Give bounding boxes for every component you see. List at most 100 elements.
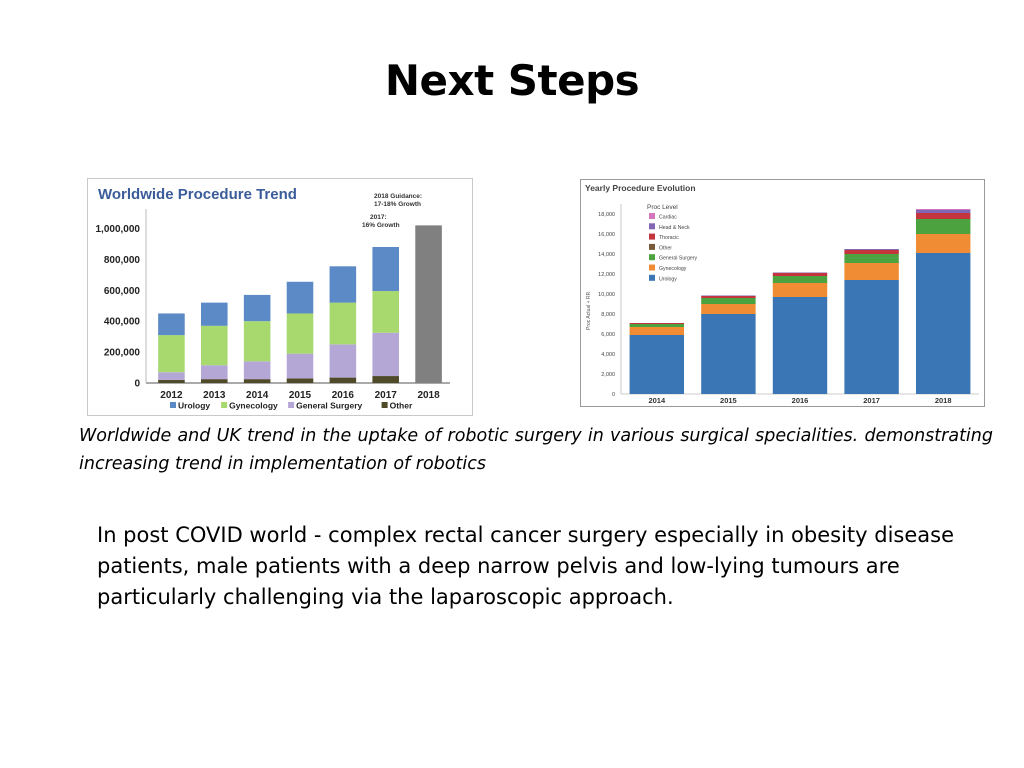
legend-swatch-gynecology xyxy=(649,264,655,271)
legend-swatch-cardiac xyxy=(649,213,655,219)
bar-2017-thoracic xyxy=(844,250,899,254)
yearly-legend-title: Proc Level xyxy=(647,204,678,211)
bar-2016-urology xyxy=(329,266,357,303)
bar-2016-other xyxy=(329,377,357,383)
legend-label-gynecology: Gynecology xyxy=(659,266,687,272)
bar-2016-thoracic xyxy=(772,273,828,276)
bar-2017-head-neck xyxy=(844,249,899,250)
bar-2017-gynecology xyxy=(844,263,899,280)
bar-2014-urology xyxy=(629,335,685,394)
x-tick-label-2015: 2015 xyxy=(289,390,312,401)
y-tick-label-16-000: 16,000 xyxy=(598,232,615,238)
body-paragraph: In post COVID world - complex rectal can… xyxy=(97,523,955,609)
bar-2017-general-surgery xyxy=(372,332,399,377)
bar-2015-general-surgery xyxy=(701,298,756,304)
y-tick-label-4-000: 4,000 xyxy=(601,352,615,358)
slide-title: Next Steps xyxy=(384,56,640,105)
x-tick-label-2016: 2016 xyxy=(792,396,809,405)
y-tick-label-200-000: 200,000 xyxy=(104,348,141,359)
legend-swatch-thoracic xyxy=(649,233,655,240)
bar-2015-gynecology xyxy=(701,304,756,314)
bar-2014-general-surgery xyxy=(243,361,271,380)
x-tick-label-2017: 2017 xyxy=(863,396,880,405)
bar-2017-urology xyxy=(844,280,899,394)
bar-2016-urology xyxy=(772,297,828,394)
y-tick-label-8-000: 8,000 xyxy=(601,312,615,318)
bar-2018-gynecology xyxy=(915,234,971,253)
bar-2015-gynecology xyxy=(286,313,314,354)
legend-label-gynecology: Gynecology xyxy=(229,401,278,411)
yearly-chart-title: Yearly Procedure Evolution xyxy=(585,183,696,193)
bar-2015-head-neck xyxy=(701,295,756,296)
annotation-2017-line1: 2017: xyxy=(370,214,387,221)
bar-2012-urology xyxy=(158,313,185,336)
bar-2013-urology xyxy=(201,302,228,326)
worldwide-chart-title: Worldwide Procedure Trend xyxy=(98,186,297,203)
yearly-procedure-svg: Yearly Procedure Evolution Proc Actual +… xyxy=(585,183,979,405)
legend-label-thoracic: Thoracic xyxy=(659,235,679,241)
bar-2014-general-surgery xyxy=(629,324,685,327)
bar-2015-other xyxy=(286,378,314,383)
bar-2017-urology xyxy=(372,247,399,292)
y-tick-label-10-000: 10,000 xyxy=(598,292,615,298)
y-tick-label-14-000: 14,000 xyxy=(598,252,615,258)
legend-swatch-urology xyxy=(170,402,176,408)
x-tick-label-2018: 2018 xyxy=(935,396,952,405)
bar-2012-other xyxy=(158,379,185,383)
yearly-procedure-chart: Yearly Procedure Evolution Proc Actual +… xyxy=(580,179,985,407)
bar-2015-urology xyxy=(701,314,756,394)
bar-2017-general-surgery xyxy=(844,254,899,263)
bar-2014-gynecology xyxy=(629,327,685,335)
bar-2012-general-surgery xyxy=(158,372,185,380)
bar-2015-general-surgery xyxy=(286,353,314,379)
x-tick-label-2015: 2015 xyxy=(720,396,737,405)
legend-label-urology: Urology xyxy=(659,276,677,282)
annotation-2018-line2: 17-18% Growth xyxy=(374,201,421,208)
y-tick-label-1-000-000: 1,000,000 xyxy=(96,224,141,235)
x-tick-label-2012: 2012 xyxy=(160,390,183,401)
figure-caption: Worldwide and UK trend in the uptake of … xyxy=(79,426,993,474)
legend-swatch-general-surgery xyxy=(649,254,655,261)
bar-2016-head-neck xyxy=(772,272,828,273)
legend-label-head-neck: Head & Neck xyxy=(659,225,690,231)
legend-label-cardiac: Cardiac xyxy=(659,215,677,221)
bar-2014-other xyxy=(243,379,271,383)
x-tick-label-2013: 2013 xyxy=(203,390,226,401)
legend-swatch-urology xyxy=(649,274,655,281)
x-tick-label-2016: 2016 xyxy=(332,390,355,401)
bar-2015-urology xyxy=(286,281,314,314)
y-tick-label-400-000: 400,000 xyxy=(104,317,141,328)
worldwide-procedure-chart: Worldwide Procedure Trend 0 200,000 400,00… xyxy=(87,178,473,416)
y-tick-label-2-000: 2,000 xyxy=(601,372,615,378)
bar-2013-general-surgery xyxy=(201,365,228,380)
legend-label-urology: Urology xyxy=(178,401,210,411)
bar-2016-general-surgery xyxy=(772,276,828,283)
legend-swatch-general-surgery xyxy=(288,402,295,408)
annotation-2017-line2: 16% Growth xyxy=(362,222,400,229)
y-tick-label-12-000: 12,000 xyxy=(598,272,615,278)
bar-2014-urology xyxy=(243,294,271,322)
y-tick-label-0: 0 xyxy=(612,392,615,398)
y-tick-label-18-000: 18,000 xyxy=(598,212,615,218)
y-tick-label-6-000: 6,000 xyxy=(601,332,615,338)
x-tick-label-2014: 2014 xyxy=(246,390,269,401)
legend-label-general-surgery: General Surgery xyxy=(296,401,362,411)
legend-swatch-gynecology xyxy=(221,402,228,408)
bar-2012-gynecology xyxy=(158,335,185,373)
y-tick-label-0: 0 xyxy=(134,379,140,390)
worldwide-procedure-svg: Worldwide Procedure Trend 0 200,000 400,00… xyxy=(96,186,450,411)
bar-2014-thoracic xyxy=(629,323,685,324)
x-tick-label-2014: 2014 xyxy=(648,396,666,405)
bar-2018-cardiac xyxy=(915,209,971,210)
bar-2016-general-surgery xyxy=(329,344,357,378)
y-tick-label-800-000: 800,000 xyxy=(104,255,141,266)
bar-2015-thoracic xyxy=(701,296,756,298)
bar-2013-gynecology xyxy=(201,325,228,366)
bar-2018-thoracic xyxy=(915,213,971,219)
yearly-chart-ylabel: Proc Actual + RR xyxy=(586,291,592,330)
legend-label-general-surgery: General Surgery xyxy=(659,256,697,262)
x-tick-label-2017: 2017 xyxy=(375,390,398,401)
bar-2017-other xyxy=(372,376,399,383)
x-tick-label-2018: 2018 xyxy=(417,390,440,401)
legend-swatch-other xyxy=(649,243,655,250)
